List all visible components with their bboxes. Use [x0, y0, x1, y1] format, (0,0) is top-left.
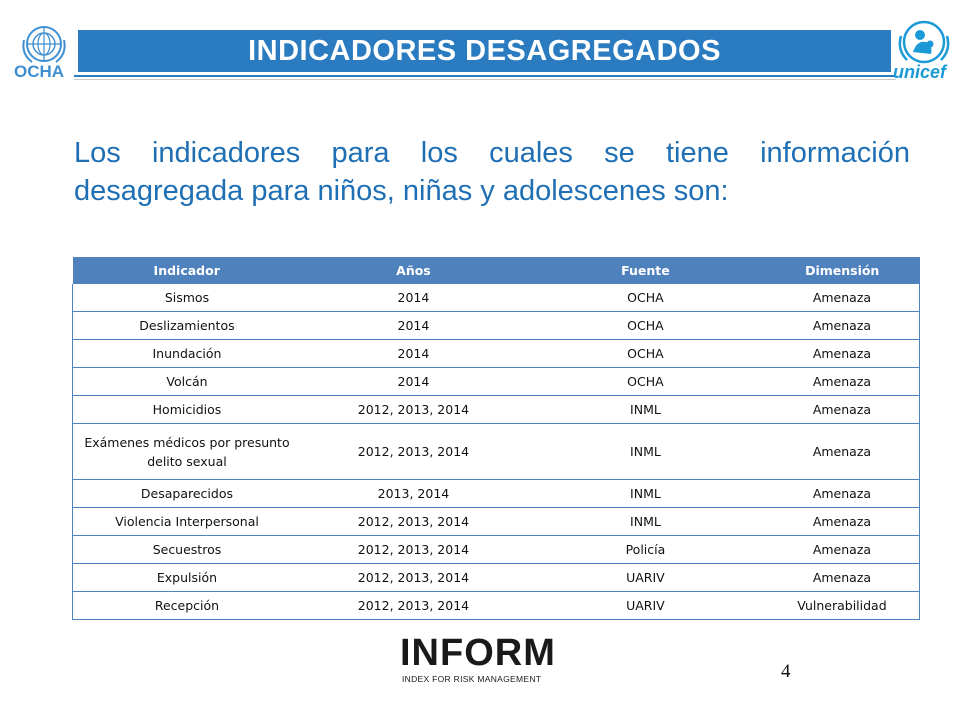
- cell-fuente: OCHA: [525, 367, 765, 396]
- cell-anos: 2012, 2013, 2014: [300, 423, 526, 480]
- cell-indicador: Desaparecidos: [71, 479, 301, 508]
- table-row: Sismos 2014 OCHA Amenaza: [71, 284, 920, 312]
- un-emblem-icon: [22, 26, 66, 63]
- cell-fuente: Policía: [525, 535, 765, 564]
- cell-fuente: OCHA: [525, 339, 765, 368]
- cell-fuente: OCHA: [525, 311, 765, 340]
- table-row: Deslizamientos 2014 OCHA Amenaza: [71, 311, 920, 340]
- cell-indicador: Sismos: [71, 284, 301, 312]
- cell-fuente: UARIV: [525, 563, 765, 592]
- cell-indicador: Inundación: [71, 339, 301, 368]
- cell-fuente: INML: [525, 423, 765, 480]
- cell-anos: 2014: [300, 284, 526, 312]
- cell-indicador: Violencia Interpersonal: [71, 507, 301, 536]
- table-row: Homicidios 2012, 2013, 2014 INML Amenaza: [71, 395, 920, 424]
- table-row: Exámenes médicos por presunto delito sex…: [71, 423, 920, 480]
- cell-dimension: Amenaza: [764, 339, 920, 368]
- cell-indicador: Volcán: [71, 367, 301, 396]
- cell-dimension: Amenaza: [764, 367, 920, 396]
- cell-indicador: Homicidios: [71, 395, 301, 424]
- cell-anos: 2012, 2013, 2014: [300, 395, 526, 424]
- header-divider: [74, 75, 896, 77]
- page-number: 4: [781, 661, 791, 682]
- cell-fuente: OCHA: [525, 284, 765, 312]
- cell-indicador: Secuestros: [71, 535, 301, 564]
- unicef-emblem-icon: [898, 20, 950, 64]
- cell-anos: 2012, 2013, 2014: [300, 535, 526, 564]
- cell-dimension: Amenaza: [764, 395, 920, 424]
- indicators-table: Indicador Años Fuente Dimensión Sismos 2…: [71, 257, 920, 620]
- inform-logo-subtitle: INDEX FOR RISK MANAGEMENT: [402, 674, 542, 684]
- column-header-anos: Años: [300, 257, 526, 284]
- table-row: Recepción 2012, 2013, 2014 UARIV Vulnera…: [71, 591, 920, 620]
- cell-anos: 2014: [300, 367, 526, 396]
- intro-paragraph: Los indicadores para los cuales se tiene…: [74, 137, 910, 207]
- cell-dimension: Amenaza: [764, 423, 920, 480]
- page-title: INDICADORES DESAGREGADOS: [248, 34, 721, 67]
- cell-dimension: Amenaza: [764, 284, 920, 312]
- cell-fuente: UARIV: [525, 591, 765, 620]
- unicef-logo-text: unicef: [893, 62, 947, 82]
- cell-indicador: Expulsión: [71, 563, 301, 592]
- table-row: Inundación 2014 OCHA Amenaza: [71, 339, 920, 368]
- cell-dimension: Amenaza: [764, 311, 920, 340]
- cell-dimension: Amenaza: [764, 479, 920, 508]
- cell-anos: 2012, 2013, 2014: [300, 507, 526, 536]
- table-row: Desaparecidos 2013, 2014 INML Amenaza: [71, 479, 920, 508]
- cell-fuente: INML: [525, 507, 765, 536]
- cell-anos: 2013, 2014: [300, 479, 526, 508]
- table-row: Volcán 2014 OCHA Amenaza: [71, 367, 920, 396]
- cell-anos: 2012, 2013, 2014: [300, 563, 526, 592]
- ocha-logo-text: OCHA: [14, 62, 65, 81]
- table-row: Expulsión 2012, 2013, 2014 UARIV Amenaza: [71, 563, 920, 592]
- column-header-fuente: Fuente: [525, 257, 765, 284]
- cell-indicador: Recepción: [71, 591, 301, 620]
- cell-dimension: Vulnerabilidad: [764, 591, 920, 620]
- table-row: Secuestros 2012, 2013, 2014 Policía Amen…: [71, 535, 920, 564]
- cell-indicador: Deslizamientos: [71, 311, 301, 340]
- page-title-bar: INDICADORES DESAGREGADOS: [78, 30, 891, 72]
- inform-logo-title: INFORM: [400, 632, 556, 674]
- cell-fuente: INML: [525, 479, 765, 508]
- cell-anos: 2014: [300, 339, 526, 368]
- cell-anos: 2012, 2013, 2014: [300, 591, 526, 620]
- column-header-indicador: Indicador: [72, 257, 301, 284]
- header-divider-thin: [74, 79, 896, 80]
- cell-fuente: INML: [525, 395, 765, 424]
- cell-dimension: Amenaza: [764, 535, 920, 564]
- cell-dimension: Amenaza: [764, 507, 920, 536]
- cell-anos: 2014: [300, 311, 526, 340]
- table-row: Violencia Interpersonal 2012, 2013, 2014…: [71, 507, 920, 536]
- column-header-dimension: Dimensión: [764, 257, 920, 284]
- cell-indicador: Exámenes médicos por presunto delito sex…: [71, 423, 301, 480]
- table-header-row: Indicador Años Fuente Dimensión: [72, 257, 920, 284]
- cell-dimension: Amenaza: [764, 563, 920, 592]
